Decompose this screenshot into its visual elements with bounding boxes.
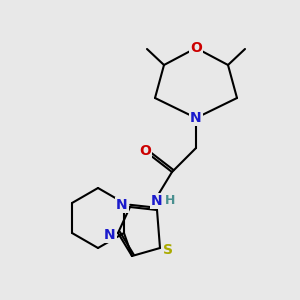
Text: O: O bbox=[190, 41, 202, 55]
Text: N: N bbox=[190, 111, 202, 125]
Text: N: N bbox=[116, 198, 128, 212]
Text: N: N bbox=[104, 228, 116, 242]
Text: S: S bbox=[163, 243, 173, 257]
Text: O: O bbox=[139, 144, 151, 158]
Text: H: H bbox=[165, 194, 175, 208]
Text: N: N bbox=[151, 194, 163, 208]
